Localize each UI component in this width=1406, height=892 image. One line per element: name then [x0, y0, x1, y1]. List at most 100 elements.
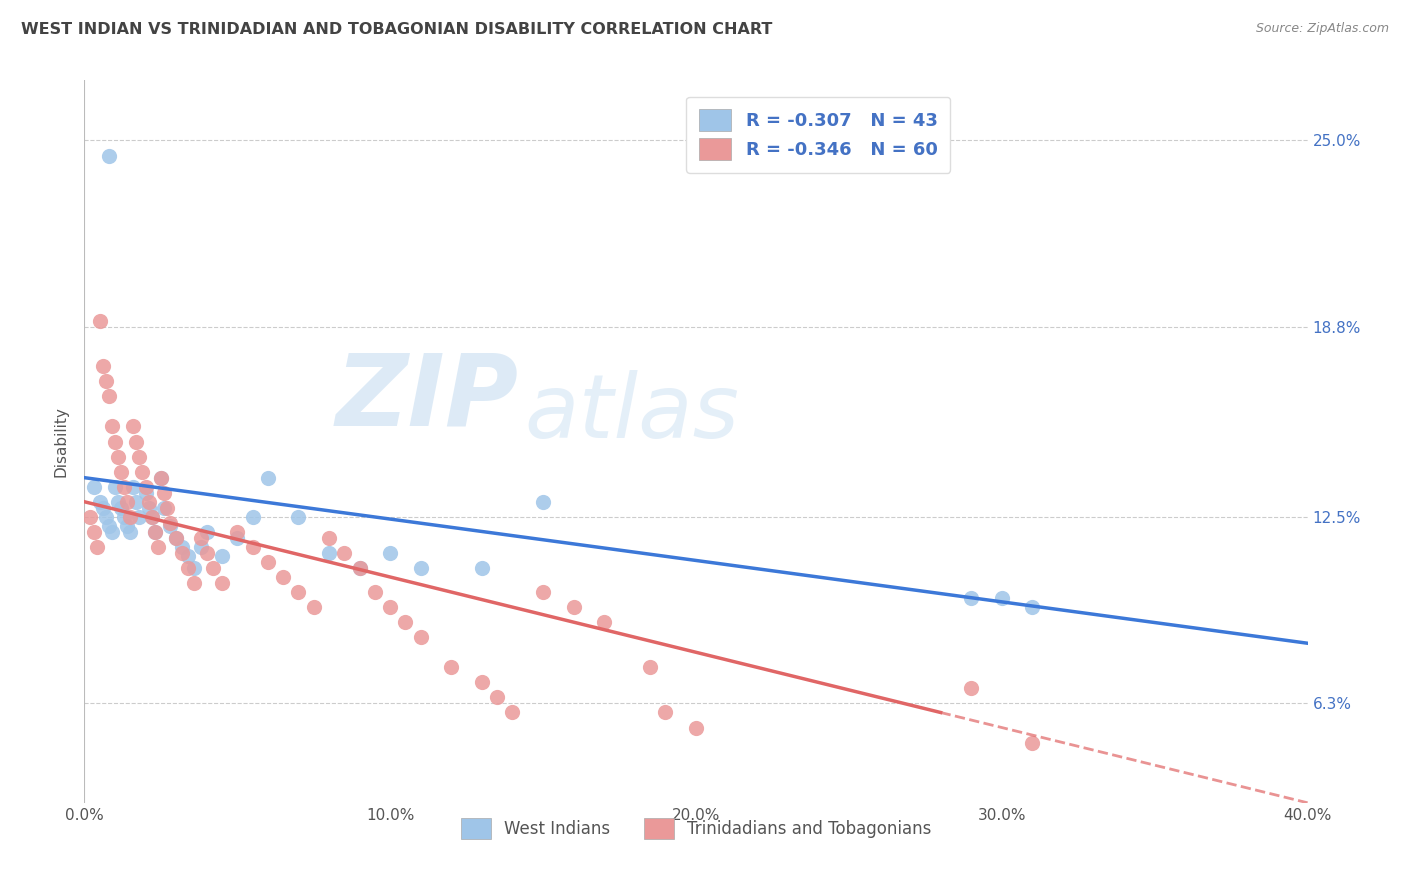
Point [257, 471, 280, 485]
Point [115, 494, 138, 508]
Point [531, 585, 554, 599]
Legend: West Indians, Trinidadians and Tobagonians: West Indians, Trinidadians and Tobagonia… [451, 808, 941, 848]
Point [122, 480, 145, 494]
Point [86, 540, 108, 554]
Point [143, 524, 166, 539]
Point [257, 555, 280, 569]
Point [380, 546, 402, 560]
Point [991, 591, 1014, 606]
Point [138, 500, 160, 515]
Point [159, 519, 181, 533]
Point [83, 524, 105, 539]
Point [91, 359, 114, 374]
Point [149, 471, 172, 485]
Point [131, 465, 153, 479]
Point [104, 480, 127, 494]
Text: Source: ZipAtlas.com: Source: ZipAtlas.com [1256, 22, 1389, 36]
Point [195, 524, 218, 539]
Point [94, 375, 117, 389]
Point [318, 531, 340, 545]
Point [89, 314, 111, 328]
Point [107, 494, 129, 508]
Point [115, 519, 138, 533]
Point [409, 630, 432, 644]
Point [122, 419, 145, 434]
Point [159, 516, 181, 530]
Point [146, 540, 169, 554]
Point [502, 706, 524, 720]
Point [638, 660, 661, 674]
Point [318, 546, 340, 560]
Point [287, 509, 309, 524]
Point [83, 480, 105, 494]
Point [125, 434, 148, 449]
Point [177, 549, 200, 563]
Point [104, 434, 127, 449]
Point [120, 509, 142, 524]
Text: WEST INDIAN VS TRINIDADIAN AND TOBAGONIAN DISABILITY CORRELATION CHART: WEST INDIAN VS TRINIDADIAN AND TOBAGONIA… [21, 22, 772, 37]
Point [211, 576, 233, 591]
Point [141, 509, 163, 524]
Point [143, 524, 166, 539]
Point [165, 531, 187, 545]
Point [201, 561, 224, 575]
Point [562, 600, 585, 615]
Point [110, 500, 132, 515]
Point [685, 721, 707, 735]
Point [409, 561, 432, 575]
Point [79, 509, 101, 524]
Point [172, 546, 194, 560]
Point [153, 500, 176, 515]
Point [471, 675, 494, 690]
Y-axis label: Disability: Disability [53, 406, 69, 477]
Point [112, 509, 135, 524]
Point [101, 419, 124, 434]
Point [112, 480, 135, 494]
Point [149, 471, 172, 485]
Point [349, 561, 371, 575]
Point [471, 561, 494, 575]
Point [165, 531, 187, 545]
Point [183, 561, 205, 575]
Point [333, 546, 356, 560]
Point [486, 690, 509, 705]
Point [394, 615, 416, 630]
Point [97, 148, 120, 162]
Point [960, 681, 983, 696]
Point [440, 660, 463, 674]
Point [110, 465, 132, 479]
Point [531, 494, 554, 508]
Point [91, 500, 114, 515]
Point [156, 500, 179, 515]
Point [138, 494, 160, 508]
Point [364, 585, 387, 599]
Point [125, 494, 148, 508]
Text: atlas: atlas [524, 369, 740, 456]
Point [153, 485, 176, 500]
Point [380, 600, 402, 615]
Point [654, 706, 676, 720]
Point [226, 531, 249, 545]
Point [128, 450, 150, 464]
Point [242, 540, 264, 554]
Point [94, 509, 117, 524]
Point [97, 519, 120, 533]
Point [97, 389, 120, 403]
Point [135, 480, 157, 494]
Point [211, 549, 233, 563]
Point [960, 591, 983, 606]
Point [1021, 600, 1043, 615]
Point [349, 561, 371, 575]
Text: ZIP: ZIP [336, 350, 519, 447]
Point [190, 540, 212, 554]
Point [242, 509, 264, 524]
Point [271, 570, 294, 584]
Point [177, 561, 200, 575]
Point [128, 509, 150, 524]
Point [593, 615, 616, 630]
Point [120, 524, 142, 539]
Point [101, 524, 124, 539]
Point [195, 546, 218, 560]
Point [141, 509, 163, 524]
Point [287, 585, 309, 599]
